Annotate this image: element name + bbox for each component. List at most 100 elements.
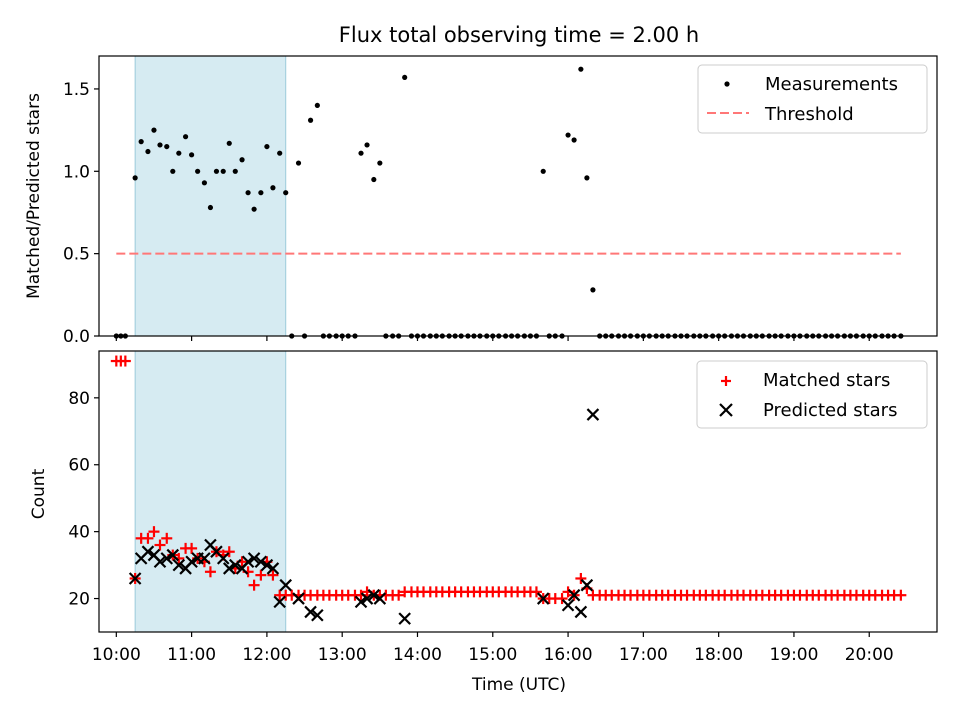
- predicted-star-point: [586, 408, 600, 421]
- measurement-point: [182, 134, 189, 140]
- legend-predicted-label: Predicted stars: [763, 400, 897, 421]
- top-legend: Measurements Threshold: [697, 64, 928, 134]
- measurement-point: [132, 175, 138, 181]
- matched-star-point: [895, 589, 907, 601]
- measurement-point: [213, 168, 220, 174]
- top-legend-box: [697, 64, 928, 134]
- measurement-point: [207, 204, 214, 211]
- predicted-star-point: [273, 595, 286, 609]
- measurement-point: [307, 117, 314, 123]
- predicted-star-point: [260, 558, 274, 572]
- top-panel: Flux total observing time = 2.00 h 0.00.…: [24, 23, 938, 347]
- measurement-point: [138, 139, 144, 145]
- chart-title: Flux total observing time = 2.00 h: [339, 23, 699, 47]
- predicted-star-point: [198, 552, 211, 565]
- measurement-point: [584, 175, 590, 181]
- predicted-star-point: [292, 592, 305, 605]
- bottom-y-tick-label: 40: [68, 523, 90, 543]
- predicted-star-point: [373, 592, 387, 605]
- measurement-point: [220, 168, 226, 174]
- measurement-point: [145, 148, 151, 155]
- measurement-point: [164, 143, 170, 150]
- measurement-point: [189, 152, 195, 158]
- top-y-axis: 0.0 0.5 1.0 1.5: [63, 80, 99, 347]
- predicted-star-point: [172, 558, 186, 572]
- measurement-point: [270, 185, 276, 191]
- measurement-point: [277, 150, 283, 156]
- predicted-star-point: [141, 545, 155, 558]
- predicted-star-point: [561, 598, 575, 612]
- measurement-point: [245, 190, 251, 196]
- predicted-star-point: [354, 595, 368, 609]
- predicted-star-point: [398, 612, 411, 625]
- matched-star-point: [575, 572, 587, 584]
- predicted-star-point: [166, 548, 180, 562]
- matched-star-point: [223, 546, 235, 558]
- predicted-star-point: [367, 588, 381, 602]
- measurement-point: [283, 190, 289, 196]
- measurement-point: [358, 150, 364, 156]
- top-axes-frame: [98, 55, 938, 337]
- matched-star-point: [154, 539, 166, 551]
- matched-star-point: [530, 586, 542, 598]
- measurement-point: [239, 157, 245, 163]
- bottom-x-label: Time (UTC): [471, 675, 566, 695]
- top-shaded-span: [134, 55, 287, 337]
- predicted-star-point: [128, 572, 142, 585]
- measurement-point: [176, 150, 182, 156]
- predicted-star-point: [216, 552, 230, 565]
- predicted-stars-points: [128, 408, 600, 625]
- predicted-star-point: [254, 555, 268, 569]
- measurement-point: [151, 127, 157, 133]
- bottom-shaded-span: [134, 350, 287, 633]
- matched-star-point: [267, 569, 279, 581]
- bottom-x-tick-label: 15:00: [468, 645, 517, 665]
- measurement-point: [314, 102, 320, 109]
- predicted-star-point: [266, 562, 280, 575]
- bottom-x-tick-label: 17:00: [619, 645, 668, 665]
- matched-star-point: [204, 566, 216, 578]
- predicted-star-point: [574, 605, 588, 619]
- predicted-star-point: [580, 578, 594, 592]
- top-y-label: Matched/Predicted stars: [24, 93, 44, 299]
- measurement-point: [226, 140, 232, 146]
- bottom-y-tick-label: 80: [68, 389, 90, 409]
- top-y-tick-label: 1.0: [63, 162, 90, 182]
- legend-measurements-label: Measurements: [765, 74, 898, 95]
- predicted-star-point: [153, 555, 167, 569]
- measurement-point: [565, 132, 571, 138]
- measurement-point: [232, 168, 238, 174]
- predicted-star-point: [229, 558, 242, 572]
- legend-matched-marker: [721, 376, 731, 386]
- bottom-y-tick-label: 60: [68, 456, 90, 476]
- measurement-point: [540, 168, 546, 174]
- bottom-x-tick-label: 13:00: [318, 645, 367, 665]
- predicted-star-point: [247, 552, 261, 565]
- predicted-star-point: [311, 608, 324, 622]
- predicted-star-point: [222, 562, 236, 575]
- matched-star-point: [148, 526, 160, 538]
- bottom-y-axis: 20 40 60 80: [68, 389, 99, 610]
- bottom-x-tick-label: 16:00: [544, 645, 593, 665]
- bottom-x-tick-label: 19:00: [769, 645, 818, 665]
- measurement-point: [201, 180, 208, 186]
- measurement-point: [402, 74, 408, 81]
- matched-star-point: [393, 589, 405, 601]
- matched-star-point: [142, 532, 154, 544]
- bottom-x-tick-label: 12:00: [242, 645, 291, 665]
- measurement-point: [590, 287, 596, 293]
- bottom-x-tick-label: 14:00: [393, 645, 442, 665]
- measurement-point: [371, 176, 377, 183]
- legend-predicted-marker: [719, 403, 733, 417]
- measurement-point: [258, 190, 264, 196]
- bottom-y-label: Count: [29, 468, 49, 519]
- bottom-x-axis: 10:00 11:00 12:00 13:00 14:00 15:00 16:00 17:00…: [92, 632, 894, 665]
- legend-matched-label: Matched stars: [763, 370, 890, 391]
- matched-star-point: [161, 532, 173, 544]
- matched-star-point: [119, 355, 131, 367]
- predicted-star-point: [241, 555, 255, 569]
- bottom-legend-box: [696, 360, 928, 429]
- measurement-point: [264, 143, 270, 150]
